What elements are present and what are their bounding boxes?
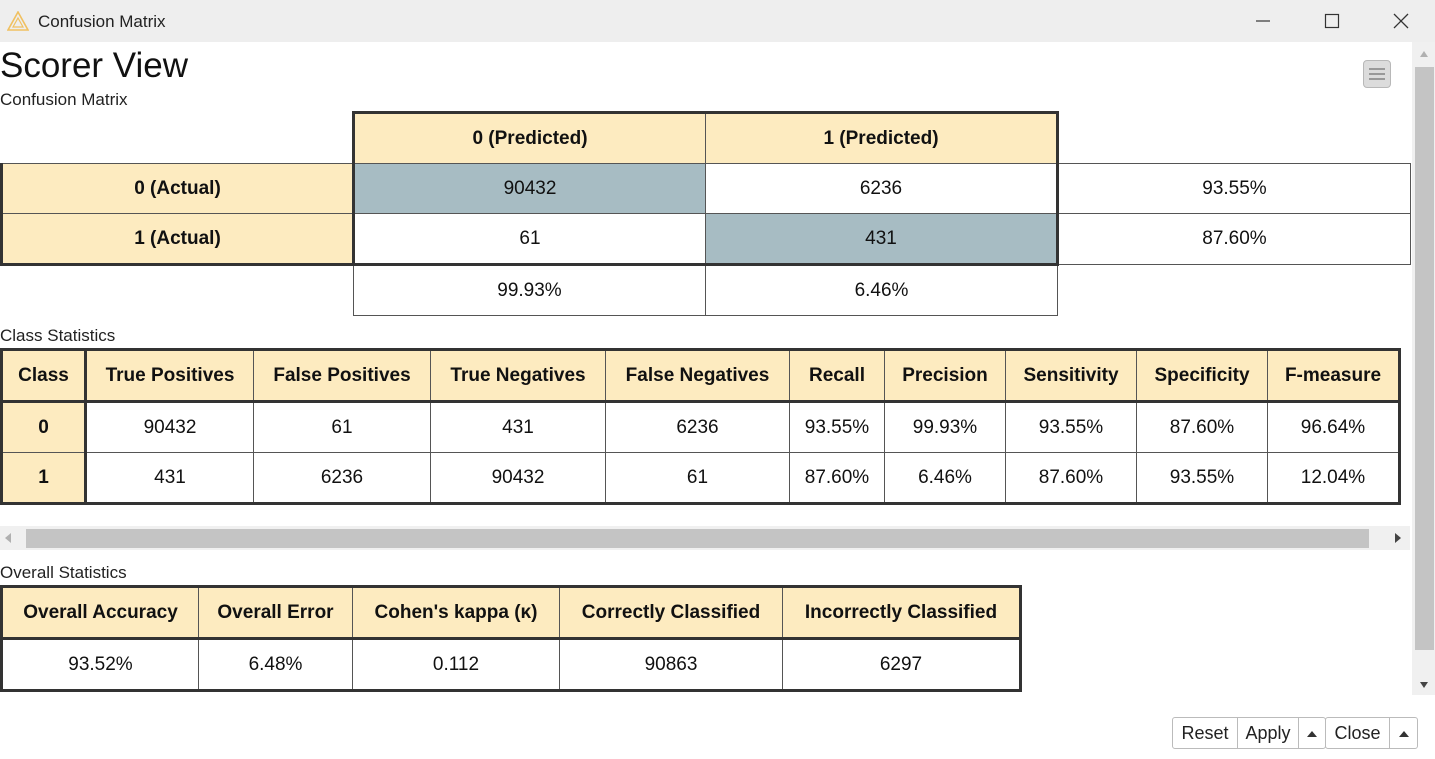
window-title: Confusion Matrix <box>38 12 166 31</box>
maximize-button[interactable] <box>1298 0 1366 42</box>
class-stat-header: False Negatives <box>605 349 790 403</box>
scroll-right-icon[interactable] <box>1394 532 1402 544</box>
row-rate-cell: 93.55% <box>1057 163 1411 214</box>
close-button[interactable]: Close <box>1334 722 1381 743</box>
stat-cell: 87.60% <box>1136 401 1268 453</box>
table-row: 1 431 6236 90432 61 87.60% 6.46% 87.60% … <box>1 452 1400 504</box>
matrix-cell: 431 <box>705 213 1059 266</box>
caret-up-icon <box>1307 730 1317 737</box>
class-statistics-table: Class True Positives False Positives Tru… <box>0 348 1401 505</box>
stat-cell: 6236 <box>605 401 790 453</box>
vertical-scrollbar[interactable] <box>1412 42 1435 695</box>
stat-cell: 12.04% <box>1267 452 1400 504</box>
overall-stat-header: Correctly Classified <box>559 586 783 640</box>
close-window-button[interactable] <box>1367 0 1435 42</box>
stat-cell: 431 <box>85 452 254 504</box>
stat-cell: 87.60% <box>789 452 885 504</box>
class-statistics-label: Class Statistics <box>0 326 116 345</box>
menu-icon-line <box>1369 78 1385 80</box>
empty-cell <box>2 113 354 164</box>
menu-icon-line <box>1369 73 1385 75</box>
app-logo-icon <box>7 11 29 31</box>
class-stat-header: Specificity <box>1136 349 1268 403</box>
overall-stat-cell: 90863 <box>559 638 783 691</box>
view-menu-button[interactable] <box>1363 60 1391 88</box>
overall-stat-cell: 0.112 <box>352 638 560 691</box>
stat-cell: 61 <box>605 452 790 504</box>
col-header: 0 (Predicted) <box>352 111 706 164</box>
overall-stat-cell: 93.52% <box>1 638 199 691</box>
overall-stat-header: Cohen's kappa (κ) <box>352 586 560 640</box>
class-stat-header: False Positives <box>253 349 431 403</box>
col-rate-cell: 99.93% <box>353 264 706 316</box>
empty-cell <box>1058 265 1411 316</box>
stat-cell: 93.55% <box>1136 452 1268 504</box>
class-stat-header: True Positives <box>85 349 254 403</box>
class-stat-header: Sensitivity <box>1005 349 1137 403</box>
overall-statistics-label: Overall Statistics <box>0 563 127 582</box>
stat-cell: 96.64% <box>1267 401 1400 453</box>
horizontal-scrollbar[interactable] <box>0 526 1410 550</box>
class-stat-header: True Negatives <box>430 349 606 403</box>
class-stat-header: Recall <box>789 349 885 403</box>
matrix-cell: 61 <box>352 213 706 266</box>
row-header: 0 (Actual) <box>0 163 354 214</box>
class-stat-header: Precision <box>884 349 1006 403</box>
stat-cell: 6236 <box>253 452 431 504</box>
matrix-cell: 90432 <box>352 163 706 214</box>
minimize-icon <box>1256 20 1270 22</box>
stat-cell: 61 <box>253 401 431 453</box>
title-bar: Confusion Matrix <box>0 0 1435 42</box>
col-rate-cell: 6.46% <box>705 264 1058 316</box>
scroll-down-icon[interactable] <box>1419 681 1429 689</box>
apply-button-group: Reset Apply <box>1172 717 1326 749</box>
table-row: 0 90432 61 431 6236 93.55% 99.93% 93.55%… <box>1 401 1400 453</box>
row-header: 1 (Actual) <box>0 213 354 266</box>
class-cell: 1 <box>1 452 87 504</box>
close-button-group: Close <box>1325 717 1418 749</box>
scroll-up-icon[interactable] <box>1419 50 1429 58</box>
maximize-icon <box>1324 13 1340 29</box>
row-rate-cell: 87.60% <box>1057 213 1411 265</box>
apply-button[interactable]: Apply <box>1237 718 1298 748</box>
close-icon <box>1393 13 1409 29</box>
scroll-left-icon[interactable] <box>4 532 12 544</box>
vertical-scroll-thumb[interactable] <box>1415 67 1434 650</box>
overall-statistics-table: Overall Accuracy Overall Error Cohen's k… <box>0 585 1022 692</box>
apply-options-button[interactable] <box>1298 718 1325 748</box>
close-options-button[interactable] <box>1389 718 1417 748</box>
empty-cell <box>2 265 354 316</box>
class-stat-header: F-measure <box>1267 349 1400 403</box>
scorer-content: Scorer View Confusion Matrix 0 (Predicte… <box>0 42 1412 759</box>
overall-stat-cell: 6.48% <box>198 638 353 691</box>
caret-up-icon <box>1398 730 1409 737</box>
stat-cell: 90432 <box>85 401 254 453</box>
stat-cell: 431 <box>430 401 606 453</box>
stat-cell: 90432 <box>430 452 606 504</box>
overall-stat-header: Overall Accuracy <box>1 586 199 640</box>
stat-cell: 99.93% <box>884 401 1006 453</box>
stat-cell: 6.46% <box>884 452 1006 504</box>
overall-stat-header: Overall Error <box>198 586 353 640</box>
empty-cell <box>1058 113 1411 164</box>
stat-cell: 93.55% <box>1005 401 1137 453</box>
overall-stat-header: Incorrectly Classified <box>782 586 1021 640</box>
overall-stat-cell: 6297 <box>782 638 1021 691</box>
horizontal-scroll-thumb[interactable] <box>26 529 1369 548</box>
reset-button[interactable]: Reset <box>1181 722 1229 743</box>
minimize-button[interactable] <box>1229 0 1297 42</box>
stat-cell: 93.55% <box>789 401 885 453</box>
menu-icon <box>1369 68 1385 70</box>
confusion-matrix-label: Confusion Matrix <box>0 90 128 109</box>
confusion-matrix-table: 0 (Predicted) 1 (Predicted) 0 (Actual) 9… <box>0 111 1411 316</box>
stat-cell: 87.60% <box>1005 452 1137 504</box>
class-cell: 0 <box>1 401 87 453</box>
col-header: 1 (Predicted) <box>705 111 1059 164</box>
table-row: 93.52% 6.48% 0.112 90863 6297 <box>1 638 1021 691</box>
matrix-cell: 6236 <box>705 163 1059 214</box>
page-title: Scorer View <box>0 46 189 85</box>
class-stat-header: Class <box>1 349 87 403</box>
